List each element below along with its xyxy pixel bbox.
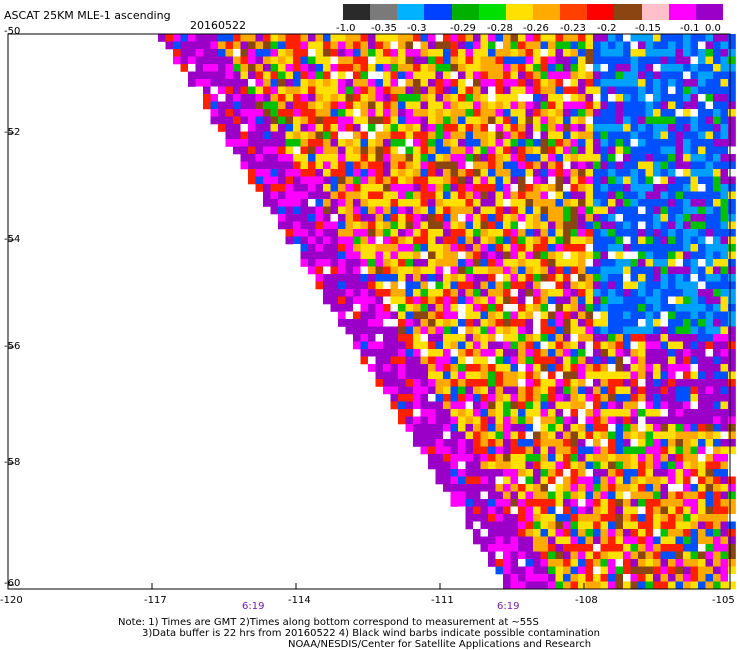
colorbar-label: -0.15 <box>635 23 661 34</box>
longitude-label: -120 <box>0 595 23 606</box>
colorbar-swatch <box>370 4 398 20</box>
colorbar-label: -1.0 <box>336 23 356 34</box>
latitude-label: -54 <box>4 234 21 245</box>
longitude-label: -117 <box>144 595 167 606</box>
latitude-label: -58 <box>4 457 21 468</box>
time-label-2: 6:19 <box>497 601 520 612</box>
note-line-1: Note: 1) Times are GMT 2)Times along bot… <box>118 617 539 628</box>
longitude-label: -114 <box>288 595 311 606</box>
colorbar-swatch <box>560 4 588 20</box>
latitude-label: -56 <box>4 341 21 352</box>
wind-cells <box>158 34 736 590</box>
colorbar-label: -0.26 <box>523 23 549 34</box>
colorbar-swatch <box>505 4 533 20</box>
colorbar-label: -0.28 <box>487 23 513 34</box>
colorbar-swatch <box>478 4 506 20</box>
colorbar-swatch <box>641 4 669 20</box>
colorbar-swatch <box>614 4 642 20</box>
longitude-label: -105 <box>712 595 735 606</box>
note-line-3: NOAA/NESDIS/Center for Satellite Applica… <box>288 639 592 650</box>
note-line-2: 3)Data buffer is 22 hrs from 20160522 4)… <box>142 628 600 639</box>
colorbar-swatch <box>343 4 371 20</box>
latitude-label: -50 <box>4 26 21 37</box>
colorbar-swatch <box>695 4 723 20</box>
colorbar-swatch <box>451 4 479 20</box>
colorbar-label: -0.23 <box>560 23 586 34</box>
colorbar-swatch <box>397 4 425 20</box>
colorbar-label: -0.2 <box>597 23 617 34</box>
longitude-label: -111 <box>431 595 454 606</box>
time-label-1: 6:19 <box>242 601 265 612</box>
plot-frame <box>7 33 731 590</box>
colorbar-label: -0.1 <box>680 23 700 34</box>
chart-date: 20160522 <box>190 19 246 32</box>
colorbar-label: -0.35 <box>371 23 397 34</box>
colorbar-swatch <box>424 4 452 20</box>
colorbar-swatch <box>532 4 561 20</box>
colorbar-swatch <box>668 4 696 20</box>
colorbar-label: -0.3 <box>407 23 427 34</box>
colorbar-label: -0.29 <box>450 23 476 34</box>
longitude-label: -108 <box>575 595 598 606</box>
colorbar-label: 0.0 <box>705 23 721 34</box>
latitude-label: -60 <box>4 578 21 589</box>
colorbar-swatch <box>587 4 615 20</box>
colorbar <box>343 4 723 20</box>
chart-title: ASCAT 25KM MLE-1 ascending <box>4 9 171 22</box>
latitude-label: -52 <box>4 127 21 138</box>
